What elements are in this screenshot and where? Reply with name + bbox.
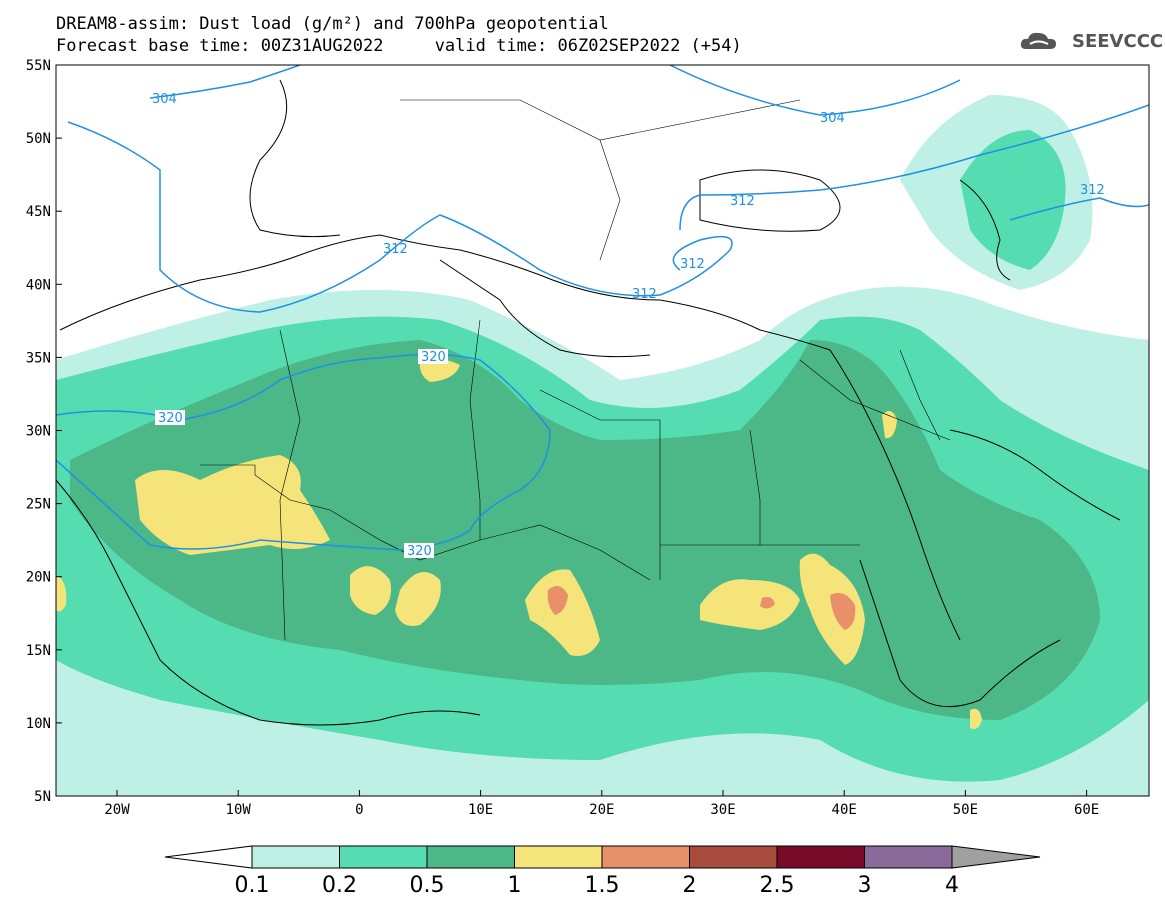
longitude-tick-label: 30E <box>710 802 735 818</box>
colorbar-label: 0.1 <box>235 873 270 898</box>
latitude-tick-label: 35N <box>26 350 51 366</box>
dust-band-1-b <box>350 566 391 615</box>
contour-label: 320 <box>421 350 446 365</box>
colorbar-swatch <box>864 845 953 869</box>
longitude-tick-label: 40E <box>832 802 857 818</box>
colorbar-right-arrow <box>951 845 1041 869</box>
latitude-tick-label: 50N <box>26 131 51 147</box>
dust-band-1-i <box>970 708 982 729</box>
contour-label: 312 <box>680 257 705 272</box>
contour-label: 320 <box>158 411 183 426</box>
colorbar: 0.1 0.2 0.5 1 1.5 2 2.5 3 4 <box>164 845 1041 898</box>
colorbar-label: 1.5 <box>585 873 620 898</box>
colorbar-left-arrow <box>164 845 253 869</box>
longitude-tick-label: 60E <box>1074 802 1099 818</box>
dust-band-1-f <box>700 579 800 630</box>
colorbar-label: 0.5 <box>410 873 445 898</box>
longitude-axis: 20W 10W 0 10E 20E 30E 40E 50E 60E <box>104 790 1099 818</box>
dust-band-1-d <box>419 358 460 382</box>
contour-label: 312 <box>383 242 408 257</box>
latitude-tick-label: 55N <box>26 58 51 74</box>
longitude-tick-label: 10W <box>226 802 252 818</box>
latitude-tick-label: 5N <box>34 789 51 805</box>
longitude-tick-label: 50E <box>953 802 978 818</box>
dust-fields <box>56 95 1149 796</box>
colorbar-label: 2 <box>683 873 697 898</box>
latitude-tick-label: 15N <box>26 643 51 659</box>
latitude-tick-label: 10N <box>26 716 51 732</box>
contour-304-east <box>669 65 961 116</box>
latitude-tick-label: 40N <box>26 277 51 293</box>
contour-312-east <box>679 104 1149 231</box>
colorbar-label: 2.5 <box>760 873 795 898</box>
geopotential-contours <box>56 65 1149 551</box>
latitude-tick-label: 30N <box>26 424 51 440</box>
country-borders <box>200 99 951 641</box>
colorbar-label: 4 <box>945 873 959 898</box>
contour-label: 312 <box>730 194 755 209</box>
contour-label: 312 <box>632 287 657 302</box>
contour-312-west <box>67 121 733 313</box>
dust-band-1-e <box>525 569 600 656</box>
seevccc-logo: SEEVCCC <box>1072 31 1164 52</box>
longitude-tick-label: 20W <box>104 802 130 818</box>
latitude-tick-label: 25N <box>26 497 51 513</box>
longitude-tick-label: 10E <box>468 802 493 818</box>
dust-band-1.5-c <box>830 592 856 630</box>
colorbar-swatch <box>339 845 428 869</box>
dust-band-1.5-b <box>760 596 775 609</box>
colorbar-swatch <box>776 845 865 869</box>
dust-band-1-h <box>882 411 897 439</box>
contour-312-east2 <box>1009 197 1149 221</box>
colorbar-label: 1 <box>508 873 522 898</box>
forecast-time-subtitle: Forecast base time: 00Z31AUG2022 valid t… <box>56 36 742 56</box>
cloud-icon <box>1020 32 1056 49</box>
colorbar-swatch <box>514 845 603 869</box>
coastlines <box>56 79 1121 726</box>
longitude-tick-label: 0 <box>355 802 363 818</box>
contour-label: 304 <box>152 92 177 107</box>
colorbar-swatch <box>601 845 690 869</box>
colorbar-label: 0.2 <box>322 873 357 898</box>
colorbar-label: 3 <box>858 873 872 898</box>
colorbar-swatch <box>426 845 515 869</box>
contour-320-west <box>56 353 551 551</box>
colorbar-swatch <box>689 845 778 869</box>
latitude-tick-label: 20N <box>26 570 51 586</box>
contour-304-west <box>149 65 301 99</box>
dust-band-1-j <box>56 575 67 612</box>
longitude-tick-label: 20E <box>589 802 614 818</box>
latitude-tick-label: 45N <box>26 204 51 220</box>
dust-band-1.5-a <box>547 586 568 615</box>
latitude-axis: 55N 50N 45N 40N 35N 30N 25N 20N 15N 10N 5N <box>26 58 62 805</box>
map-title: DREAM8-assim: Dust load (g/m²) and 700hP… <box>56 14 609 34</box>
dust-band-0.2-north <box>960 130 1066 270</box>
colorbar-swatch <box>251 845 340 869</box>
contour-label: 304 <box>820 111 845 126</box>
contour-label: 320 <box>407 544 432 559</box>
contour-label: 312 <box>1080 183 1105 198</box>
dust-band-1-g <box>799 553 865 665</box>
dust-band-1-c <box>395 572 441 626</box>
